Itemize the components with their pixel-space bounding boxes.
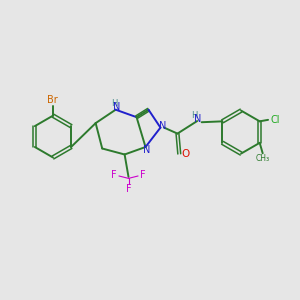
Text: N: N (159, 121, 166, 131)
Text: Cl: Cl (271, 115, 280, 125)
Text: N: N (194, 114, 202, 124)
Text: F: F (111, 170, 117, 180)
Text: CH₃: CH₃ (256, 154, 270, 163)
Text: N: N (112, 102, 120, 112)
Text: F: F (126, 184, 131, 194)
Text: N: N (143, 145, 151, 155)
Text: F: F (140, 170, 145, 180)
Text: H: H (111, 99, 117, 108)
Text: H: H (192, 111, 198, 120)
Text: O: O (182, 149, 190, 159)
Text: Br: Br (47, 95, 58, 105)
